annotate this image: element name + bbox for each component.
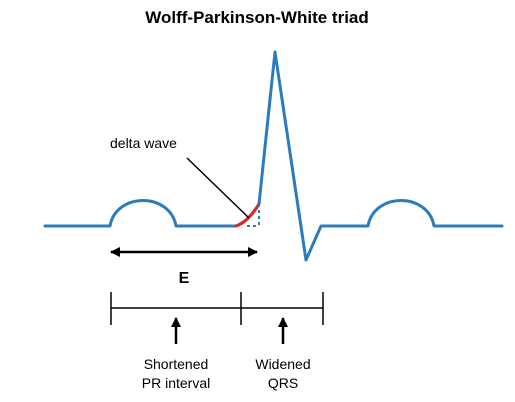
- pr-marker-label: E: [179, 270, 190, 287]
- interval-bracket: [110, 292, 324, 325]
- ecg-trace: [43, 50, 504, 262]
- qrs-label-line1: Widened: [255, 356, 310, 372]
- delta-wave-segment: [234, 202, 261, 228]
- delta-wave-label: delta wave: [110, 135, 177, 151]
- pr-interval-label-line1: Shortened: [144, 356, 209, 372]
- diagram-title: Wolff-Parkinson-White triad: [145, 8, 369, 27]
- delta-wave-leader-line: [186, 157, 250, 219]
- pr-interval-label-line2: PR interval: [142, 375, 210, 391]
- qrs-label-line2: QRS: [268, 375, 298, 391]
